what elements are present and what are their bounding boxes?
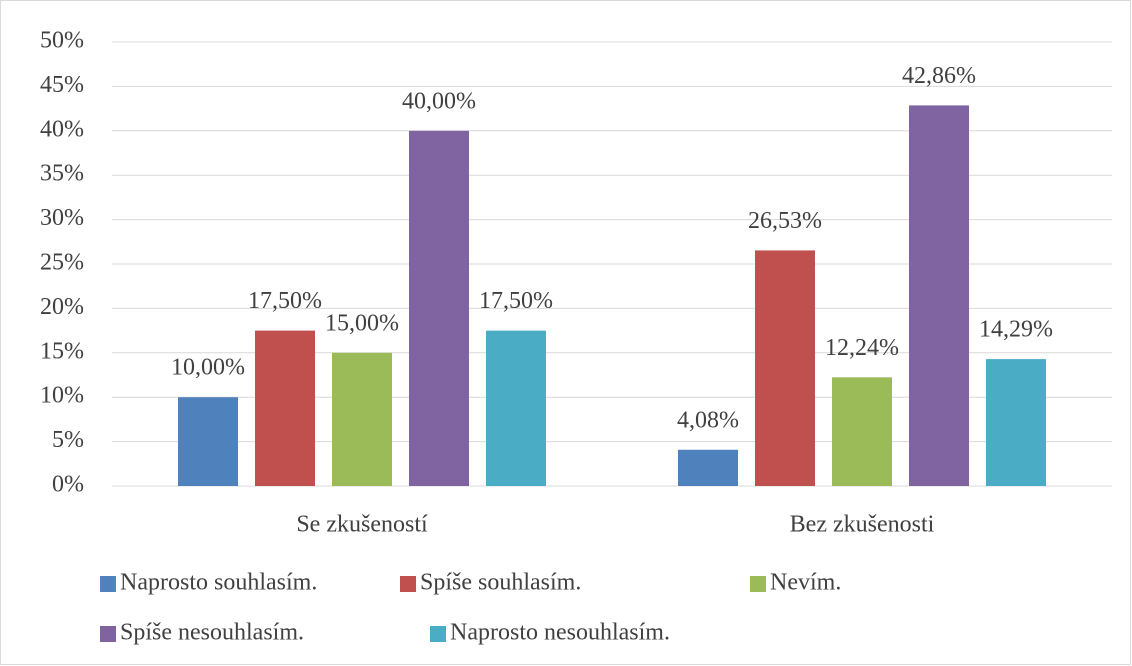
data-label: 14,29% <box>979 317 1053 343</box>
y-tick-label: 50% <box>40 28 84 54</box>
y-tick-label: 5% <box>52 427 84 453</box>
bar <box>909 105 969 486</box>
legend-label: Spíše nesouhlasím. <box>120 620 304 646</box>
legend-label: Naprosto souhlasím. <box>120 570 317 596</box>
data-label: 42,86% <box>902 63 976 89</box>
data-label: 10,00% <box>171 355 245 381</box>
y-tick-label: 15% <box>40 338 84 364</box>
y-tick-label: 45% <box>40 72 84 98</box>
legend-label: Nevím. <box>770 570 841 596</box>
data-label: 17,50% <box>248 288 322 314</box>
bar <box>409 130 469 487</box>
legend-label: Naprosto nesouhlasím. <box>450 620 670 646</box>
y-tick-label: 30% <box>40 205 84 231</box>
bar <box>678 449 738 486</box>
x-tick-label: Se zkušeností <box>296 512 428 538</box>
legend-swatch <box>400 576 416 592</box>
legend-label: Spíše souhlasím. <box>420 570 581 596</box>
legend-swatch <box>430 626 446 642</box>
bar <box>832 377 892 486</box>
bar <box>486 330 546 486</box>
legend-swatch <box>100 626 116 642</box>
data-label: 26,53% <box>748 208 822 234</box>
bar <box>986 359 1046 486</box>
y-tick-label: 10% <box>40 383 84 409</box>
data-label: 4,08% <box>677 407 739 433</box>
y-tick-label: 40% <box>40 116 84 142</box>
y-tick-label: 20% <box>40 294 84 320</box>
bar <box>755 250 815 486</box>
bar <box>332 352 392 486</box>
legend-swatch <box>750 576 766 592</box>
data-label: 40,00% <box>402 88 476 114</box>
y-tick-label: 35% <box>40 161 84 187</box>
bar <box>255 330 315 486</box>
data-label: 12,24% <box>825 335 899 361</box>
data-label: 15,00% <box>325 310 399 336</box>
legend-swatch <box>100 576 116 592</box>
data-label: 17,50% <box>479 288 553 314</box>
bar <box>178 397 238 486</box>
y-tick-label: 0% <box>52 472 84 498</box>
x-tick-label: Bez zkušenosti <box>790 512 935 538</box>
y-tick-label: 25% <box>40 250 84 276</box>
